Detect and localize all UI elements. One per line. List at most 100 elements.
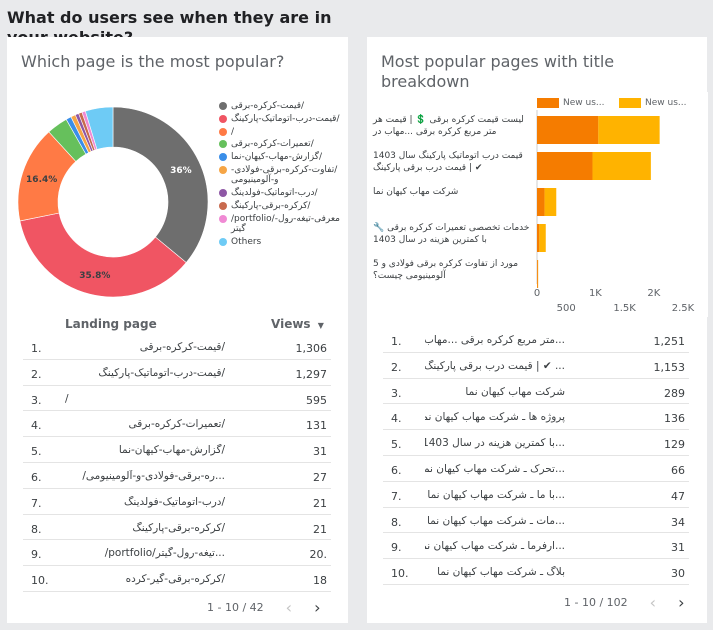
pager-label: 1 - 10 / 102 <box>564 596 628 609</box>
row-page: ...تحرک ـ شرکت مهاب کیهان نما <box>425 463 565 475</box>
donut-slice-9[interactable] <box>84 106 114 150</box>
bar-series-1[interactable] <box>537 152 593 180</box>
x-tick-label: 0 <box>534 288 540 299</box>
donut-slice-0[interactable] <box>112 106 209 263</box>
row-index: 4. <box>31 419 42 433</box>
donut-slice-label: 35.8% <box>79 271 110 281</box>
bar-series-2[interactable] <box>592 152 651 180</box>
table-row[interactable]: 1. /قیمت-کرکره-برقی 1,306 <box>23 334 331 360</box>
next-page-icon[interactable]: › <box>678 593 685 612</box>
legend-dot-icon <box>219 238 227 247</box>
row-page: ...مات ـ شرکت مهاب کیهان نما <box>426 514 565 527</box>
bar-chart[interactable]: 0 1K 2K 500 1.5K 2.5K <box>367 92 707 317</box>
legend-item[interactable]: /تعمیرات-کرکره-برقی <box>219 139 344 150</box>
row-page: / <box>65 392 69 405</box>
row-views: 20. <box>309 548 328 562</box>
table-row[interactable]: 6. ...ره-برقی-فولادی-و-آلومینیومی/27 <box>23 463 331 489</box>
row-index: 3. <box>31 393 42 407</box>
row-page: ...با کمترین هزینه در سال 1403 <box>425 437 565 450</box>
legend-item[interactable]: /قیمت-درب-اتوماتیک-پارکینگ <box>219 114 344 125</box>
table-row[interactable]: 2. /قیمت-درب-اتوماتیک-پارکینگ 1,297 <box>23 360 331 386</box>
row-page: /گزارش-مهاب-کیهان-نما <box>118 444 225 457</box>
legend-item[interactable]: /تفاوت-کرکره-برقی-فولادی-و-آلومینیومی <box>219 165 344 186</box>
table-row[interactable]: 3. شرکت مهاب کیهان نما 289 <box>383 379 689 405</box>
x-tick-label: 1K <box>589 288 602 299</box>
table-row[interactable]: 7. ...با ما ـ شرکت مهاب کیهان نما 47 <box>383 482 689 508</box>
legend-item-series-2[interactable]: New us... <box>619 98 686 108</box>
legend-item-series-1[interactable]: New us... <box>537 98 604 108</box>
legend-label: /portfolio/معرفی-تیغه-رول-گیتر <box>231 213 340 235</box>
prev-page-icon[interactable]: ‹ <box>285 598 293 617</box>
row-views: 136 <box>664 412 685 426</box>
prev-page-icon[interactable]: ‹ <box>649 593 657 612</box>
bar-series-2[interactable] <box>539 224 546 252</box>
row-index: 5. <box>391 438 402 452</box>
table-row[interactable]: 4. پروژه ها ـ شرکت مهاب کیهان نما 136 <box>383 404 689 431</box>
table-row[interactable]: 5. ...با کمترین هزینه در سال 1403 129 <box>383 430 689 456</box>
legend-item[interactable]: /قیمت-کرکره-برقی <box>219 101 344 112</box>
row-views: 21 <box>313 522 327 536</box>
table-row[interactable]: 8. ...مات ـ شرکت مهاب کیهان نما 34 <box>383 508 689 534</box>
table-row[interactable]: 5. /گزارش-مهاب-کیهان-نما 31 <box>23 437 331 463</box>
table-row[interactable]: 10. بلاگ ـ شرکت مهاب کیهان نما 30 <box>383 559 689 585</box>
row-page: ...تیغه-رول-گیتر/portfolio/ <box>104 547 225 560</box>
row-page: /کرکره-برقی-گیر-کرده <box>125 573 225 586</box>
table-row[interactable]: 8. /کرکره-برقی-پارکینگ 21 <box>23 515 331 541</box>
bar-series-1[interactable] <box>537 188 545 216</box>
row-page: /درب-اتوماتیک-فولدینگ <box>124 495 225 508</box>
legend-label: Others <box>231 237 262 248</box>
row-index: 5. <box>31 445 42 459</box>
bar-series-1[interactable] <box>537 260 538 288</box>
donut-slice-label: 36% <box>170 166 192 176</box>
row-index: 9. <box>31 548 42 562</box>
legend-label: /تعمیرات-کرکره-برقی <box>231 139 314 150</box>
row-index: 1. <box>31 342 42 355</box>
bar-series-1[interactable] <box>537 116 599 144</box>
legend-dot-icon <box>219 153 227 162</box>
row-views: 1,251 <box>653 335 686 348</box>
table-row[interactable]: 9. ...تیغه-رول-گیتر/portfolio/20. <box>23 540 331 567</box>
table-row[interactable]: 7. /درب-اتوماتیک-فولدینگ 21 <box>23 489 331 515</box>
row-index: 7. <box>391 489 402 503</box>
x-tick-label: 1.5K <box>613 303 636 314</box>
row-page: پروژه ها ـ شرکت مهاب کیهان نما <box>425 411 565 424</box>
row-index: 6. <box>31 471 42 484</box>
row-index: 7. <box>31 496 42 510</box>
legend-item[interactable]: /گزارش-مهاب-کیهان-نما <box>219 152 344 163</box>
legend-label: /تفاوت-کرکره-برقی-فولادی-و-آلومینیومی <box>231 164 338 186</box>
table-row[interactable]: 10. /کرکره-برقی-گیر-کرده 18 <box>23 566 331 592</box>
row-views: 131 <box>306 419 327 433</box>
table-row[interactable]: 2. ... ✔ | قیمت درب برقی پارکینگ 1,153 <box>383 353 689 379</box>
row-index: 9. <box>391 541 402 555</box>
bar-series-1[interactable] <box>537 224 540 252</box>
legend-item[interactable]: /کرکره-برقی-پارکینگ <box>219 201 344 212</box>
bar-series-2[interactable] <box>544 188 557 216</box>
legend-item[interactable]: Others <box>219 237 344 248</box>
row-views: 1,153 <box>653 360 686 374</box>
bar-category-label: قیمت درب اتوماتیک پارکینگ سال 1403 ✔ | ق… <box>373 151 523 173</box>
row-views: 595 <box>306 393 327 407</box>
table-row[interactable]: 3. / 595 <box>23 386 331 412</box>
legend-item[interactable]: /درب-اتوماتیک-فولدینگ <box>219 188 344 199</box>
row-index: 8. <box>31 522 42 536</box>
table-row[interactable]: 6. ...تحرک ـ شرکت مهاب کیهان نما 66 <box>383 456 689 482</box>
legend-label: /قیمت-کرکره-برقی <box>231 101 305 111</box>
next-page-icon[interactable]: › <box>314 598 321 617</box>
bar-series-2[interactable] <box>598 116 660 144</box>
x-tick-label: 2.5K <box>672 303 695 314</box>
row-index: 2. <box>391 360 402 374</box>
card-title: Most popular pages with title breakdown <box>381 52 615 91</box>
donut-slice-1[interactable] <box>19 212 187 298</box>
legend-item[interactable]: /portfolio/معرفی-تیغه-رول-گیتر <box>219 214 344 235</box>
sort-caret-icon: ▼ <box>317 321 324 330</box>
table-row[interactable]: 1. ...متر مربع کرکره برقی ...مهاب در 1,251 <box>383 327 689 353</box>
column-header-landing-page[interactable]: Landing page <box>65 317 157 331</box>
donut-chart[interactable]: 36% 35.8% 16.4% <box>13 102 213 302</box>
row-page: ...متر مربع کرکره برقی ...مهاب در <box>425 334 565 346</box>
table-row[interactable]: 9. ...ارفرما ـ شرکت مهاب کیهان نما 31 <box>383 533 689 560</box>
table-row[interactable]: 4. /تعمیرات-کرکره-برقی 131 <box>23 411 331 438</box>
column-header-views[interactable]: Views ▼ <box>271 317 324 331</box>
donut-legend: /قیمت-کرکره-برقی/قیمت-درب-اتوماتیک-پارکی… <box>219 101 344 250</box>
legend-item[interactable]: / <box>219 127 344 138</box>
row-page: /قیمت-کرکره-برقی <box>139 341 225 353</box>
